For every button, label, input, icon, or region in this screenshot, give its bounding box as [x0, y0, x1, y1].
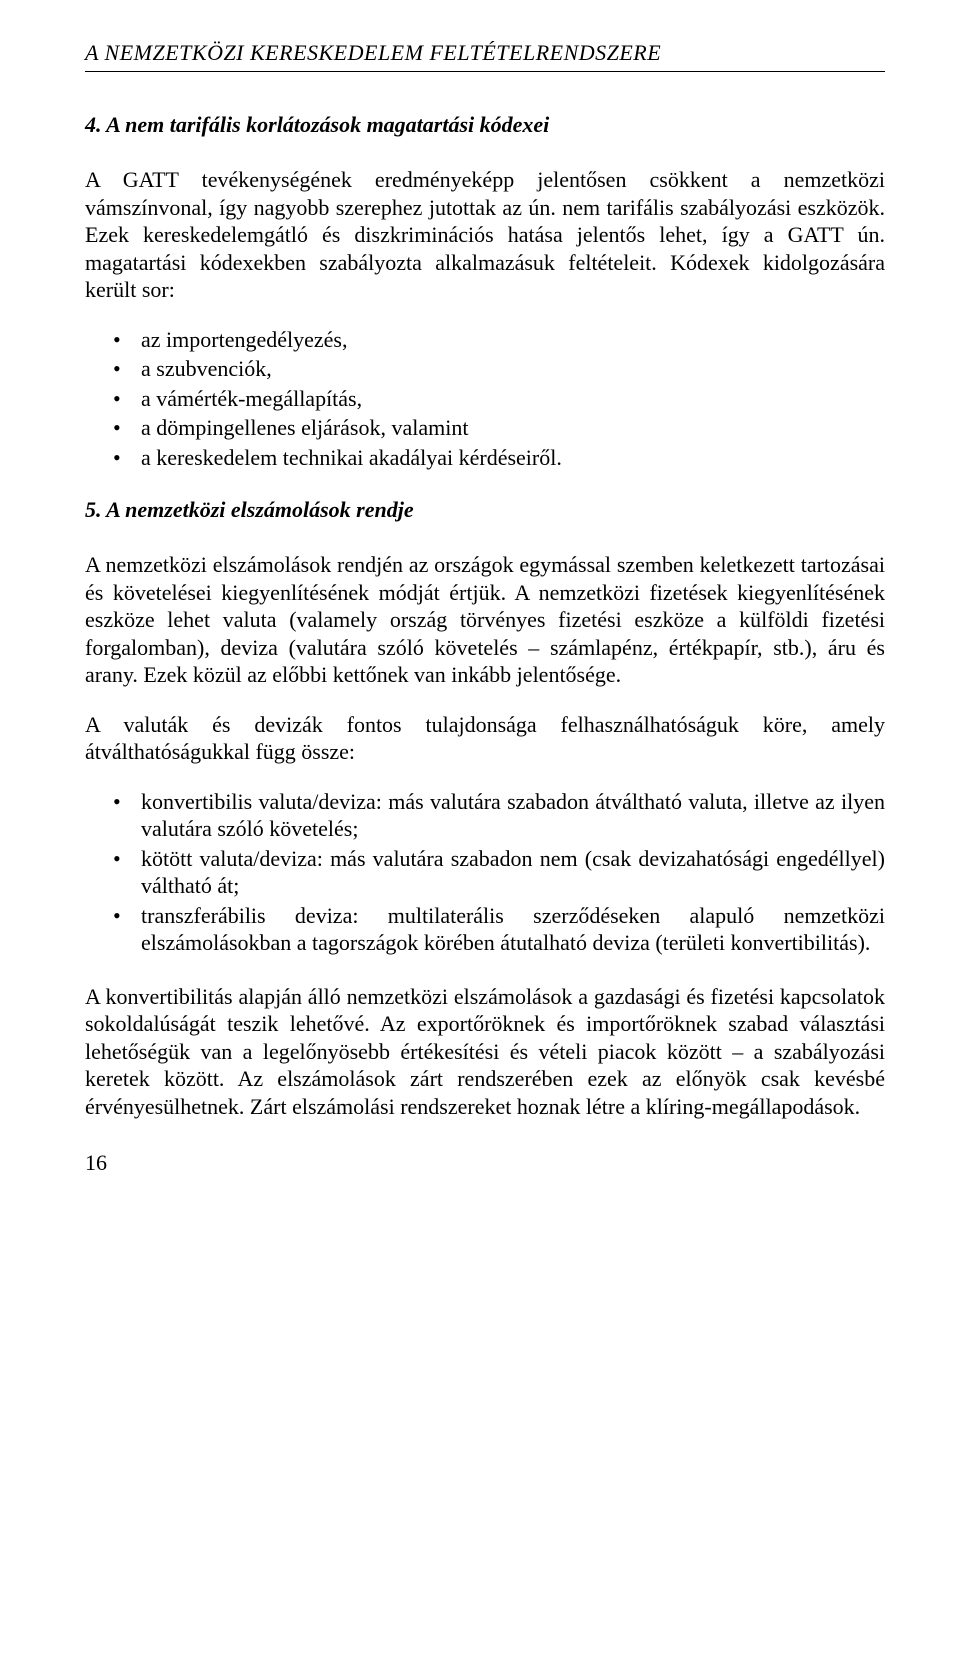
document-page: A NEMZETKÖZI KERESKEDELEM FELTÉTELRENDSZ…: [0, 0, 960, 1216]
list-item: transzferábilis deviza: multilaterális s…: [85, 902, 885, 957]
list-item: a dömpingellenes eljárások, valamint: [85, 414, 885, 442]
section-5-paragraph-1: A nemzetközi elszámolások rendjén az ors…: [85, 551, 885, 689]
list-item: konvertibilis valuta/deviza: más valutár…: [85, 788, 885, 843]
list-item: a vámérték-megállapítás,: [85, 385, 885, 413]
section-5-heading: 5. A nemzetközi elszámolások rendje: [85, 497, 885, 523]
page-number: 16: [85, 1150, 885, 1176]
list-item: kötött valuta/deviza: más valutára szaba…: [85, 845, 885, 900]
list-item: a szubvenciók,: [85, 355, 885, 383]
section-4-paragraph-1: A GATT tevékenységének eredményeképp jel…: [85, 166, 885, 304]
section-5-paragraph-3: A konvertibilitás alapján álló nemzetköz…: [85, 983, 885, 1121]
section-5-paragraph-2: A valuták és devizák fontos tulajdonsága…: [85, 711, 885, 766]
running-header: A NEMZETKÖZI KERESKEDELEM FELTÉTELRENDSZ…: [85, 40, 885, 72]
section-4-heading: 4. A nem tarifális korlátozások magatart…: [85, 112, 885, 138]
section-4-bullet-list: az importengedélyezés, a szubvenciók, a …: [85, 326, 885, 472]
list-item: az importengedélyezés,: [85, 326, 885, 354]
section-5-bullet-list: konvertibilis valuta/deviza: más valutár…: [85, 788, 885, 957]
list-item: a kereskedelem technikai akadályai kérdé…: [85, 444, 885, 472]
